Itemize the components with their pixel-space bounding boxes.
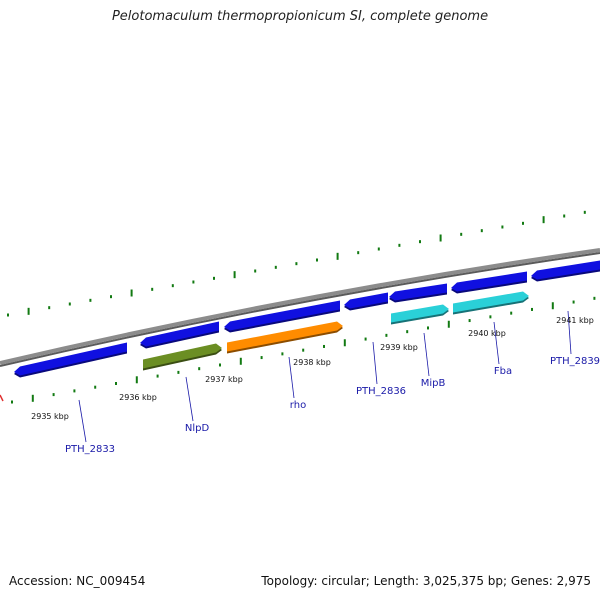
leader-line xyxy=(567,310,572,355)
gene-arrow[interactable] xyxy=(451,271,527,292)
accession-label: Accession: NC_009454 xyxy=(9,574,146,588)
gene-arrow-nlpd[interactable] xyxy=(143,343,222,369)
kbp-label: 2935 kbp xyxy=(31,412,69,421)
backbone-shadow xyxy=(0,252,600,367)
kbp-label: 2939 kbp xyxy=(380,343,418,352)
kbp-label: 2937 kbp xyxy=(205,375,243,384)
leader-line xyxy=(372,341,378,385)
leader-line xyxy=(78,399,87,443)
gene-arrow-fba[interactable] xyxy=(453,291,529,313)
kbp-label: 2938 kbp xyxy=(293,358,331,367)
genome-summary: Topology: circular; Length: 3,025,375 bp… xyxy=(261,574,591,588)
gene-label[interactable]: PTH_2836 xyxy=(356,386,406,397)
genome-backbone xyxy=(0,248,600,365)
gene-arrow-pth_2833[interactable] xyxy=(14,342,127,376)
gene-arrow-pth_2839[interactable] xyxy=(531,260,600,280)
leader-line xyxy=(185,376,194,422)
gene-label[interactable]: Fba xyxy=(494,366,512,377)
gene-label[interactable]: PTH_2833 xyxy=(65,444,115,455)
gene-arrow[interactable] xyxy=(389,283,447,301)
kbp-label-track: 2935 kbp 2936 kbp 2937 kbp 2938 kbp 2939 kbp… xyxy=(31,316,594,421)
kbp-label: 2940 kbp xyxy=(468,329,506,338)
gene-arrow-rho[interactable] xyxy=(227,321,343,352)
gene-arrow-mipb[interactable] xyxy=(391,304,449,323)
gene-arrow[interactable] xyxy=(140,321,219,347)
leader-line xyxy=(423,332,430,377)
gene-arrow-pth_2836[interactable] xyxy=(344,292,388,309)
gene-label[interactable]: rho xyxy=(290,400,306,411)
gene-label[interactable]: PTH_2839 xyxy=(550,356,600,367)
gene-arrow[interactable] xyxy=(224,300,340,331)
gene-label-track: PTH_2833 NlpD rho PTH_2836 MipB Fba PTH_2839 xyxy=(65,356,600,455)
lower-tick-track xyxy=(11,296,596,404)
leader-line xyxy=(493,321,500,365)
gene-label[interactable]: NlpD xyxy=(185,423,210,434)
leader-line xyxy=(288,356,295,399)
kbp-label: 2941 kbp xyxy=(556,316,594,325)
start-marker xyxy=(0,394,4,402)
gene-track xyxy=(14,260,600,378)
map-title: Pelotomaculum thermopropionicum SI, comp… xyxy=(111,9,489,24)
upper-tick-track xyxy=(7,210,586,317)
kbp-label: 2936 kbp xyxy=(119,393,157,402)
gene-label[interactable]: MipB xyxy=(421,378,446,389)
label-leader-lines xyxy=(78,310,572,443)
